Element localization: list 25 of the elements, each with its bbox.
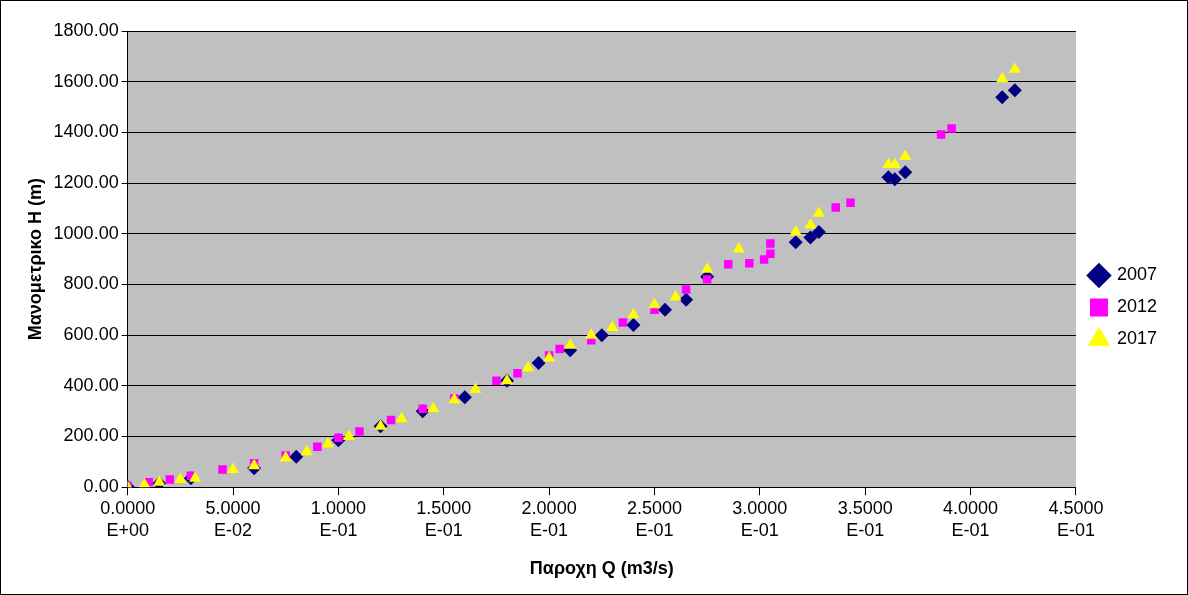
y-tick-label: 1000.00 xyxy=(53,222,119,243)
legend-label: 2017 xyxy=(1116,328,1157,349)
y-tick-label: 1800.00 xyxy=(53,19,119,40)
y-tick-label: 1200.00 xyxy=(53,172,119,193)
x-tick-label: 3.5000E-01 xyxy=(837,497,893,540)
y-tick-label: 0.00 xyxy=(83,476,119,497)
y-tick-label: 800.00 xyxy=(63,273,119,294)
y-axis-title: Μανομετρικο H (m) xyxy=(24,177,45,341)
y-tick-label: 400.00 xyxy=(63,374,119,395)
legend-label: 2007 xyxy=(1116,264,1157,285)
x-axis-title: Παροχη Q (m3/s) xyxy=(529,558,674,579)
x-tick-label: 1.0000E-01 xyxy=(310,497,366,540)
y-tick-label: 600.00 xyxy=(63,324,119,345)
x-tick-label: 0.0000E+00 xyxy=(100,497,156,540)
legend-label: 2012 xyxy=(1116,296,1157,317)
x-tick-label: 1.5000E-01 xyxy=(416,497,472,540)
x-tick-label: 3.0000E-01 xyxy=(732,497,788,540)
x-tick-label: 2.0000E-01 xyxy=(521,497,577,540)
y-tick-label: 1600.00 xyxy=(53,70,119,91)
x-tick-label: 5.0000E-02 xyxy=(205,497,261,540)
x-tick-label: 2.5000E-01 xyxy=(626,497,683,540)
x-tick-label: 4.5000E-01 xyxy=(1048,497,1104,540)
y-tick-label: 200.00 xyxy=(63,425,119,446)
y-tick-label: 1400.00 xyxy=(53,121,119,142)
x-tick-label: 4.0000E-01 xyxy=(943,497,999,540)
